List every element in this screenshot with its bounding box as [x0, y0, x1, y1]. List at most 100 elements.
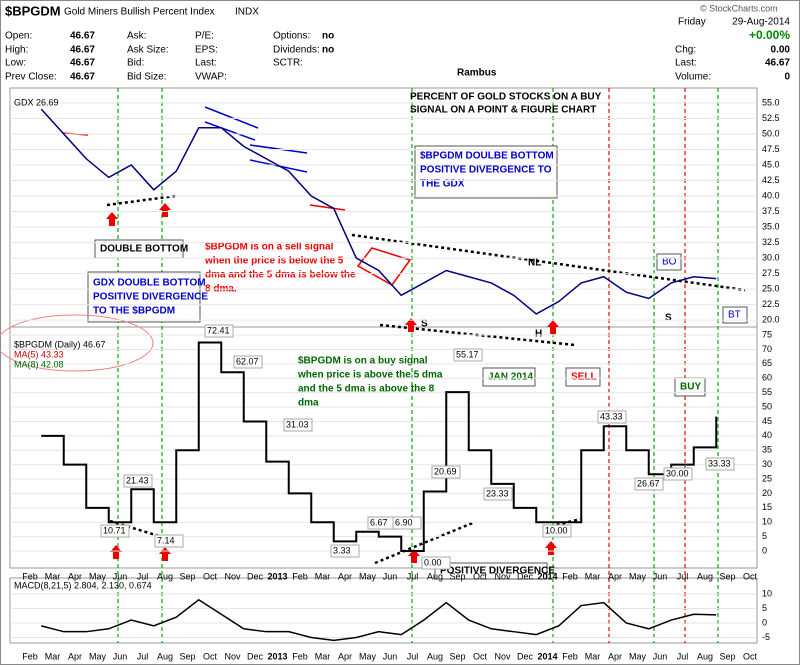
x-tick-label: Oct — [203, 571, 218, 581]
x-tick-label: Feb — [22, 571, 38, 581]
callout-box — [634, 477, 664, 491]
field-value: no — [322, 45, 334, 56]
callout-box — [705, 457, 735, 471]
callout: 31.03 — [286, 419, 309, 429]
x-tick-label: Sep — [719, 571, 735, 581]
x-tick-label: Jul — [407, 651, 419, 661]
field-label: Options: — [273, 31, 310, 42]
callout-box — [663, 467, 693, 481]
annotation: and the 5 dma is above the 8 — [298, 384, 435, 395]
y-tick-label: 32.5 — [762, 237, 780, 247]
y-tick-label: 50.0 — [762, 128, 780, 138]
annotation: S — [421, 319, 428, 330]
annotation: $BPGDM is on a buy signal — [298, 356, 428, 367]
callout-box — [453, 348, 483, 362]
x-tick-label: Dec — [517, 571, 534, 581]
field-label: Ask: — [127, 31, 146, 42]
x-tick-label: Jun — [113, 651, 128, 661]
callout: 62.07 — [236, 356, 259, 366]
callout-box — [483, 487, 513, 501]
annotation: BO — [662, 257, 677, 268]
x-tick-label: Sep — [449, 651, 465, 661]
y-tick-label: 25.0 — [762, 284, 780, 294]
x-tick-label: Apr — [68, 571, 82, 581]
x-tick-label: May — [359, 651, 377, 661]
x-tick-label: Oct — [203, 651, 218, 661]
field-value: 46.67 — [70, 31, 95, 42]
x-tick-label: Aug — [157, 571, 173, 581]
callout: 26.67 — [637, 478, 660, 488]
y-tick-label: 50 — [762, 401, 772, 411]
y-tick-label: 30.0 — [762, 252, 780, 262]
annotation: SIGNAL ON A POINT & FIGURE CHART — [410, 105, 596, 116]
copyright: © StockCharts.com — [700, 3, 778, 13]
field-label: Chg: — [675, 45, 696, 56]
series-line — [41, 341, 718, 553]
callout-box — [154, 534, 184, 548]
callout: 30.00 — [666, 468, 689, 478]
annotation: Rambus — [457, 68, 497, 79]
series-line — [41, 598, 717, 642]
y-tick-label: -5 — [762, 632, 770, 642]
x-tick-label: Jul — [137, 571, 149, 581]
field-value: 0 — [784, 72, 790, 83]
field-label: Bid: — [127, 58, 144, 69]
callout: 23.33 — [486, 488, 509, 498]
field-label: Open: — [5, 31, 32, 42]
field-value: 0.00 — [771, 45, 791, 56]
y-tick-label: 45.0 — [762, 159, 780, 169]
field-label: Last: — [195, 58, 217, 69]
annotation: $BPGDM DOULBE BOTTOM — [420, 151, 554, 162]
x-tick-label: Apr — [338, 571, 352, 581]
annotation-box — [87, 271, 201, 323]
x-tick-label: May — [629, 651, 647, 661]
annotation-box — [565, 367, 601, 387]
legend-highlight — [0, 314, 154, 372]
annotation: POSITIVE DIVERGENCE — [440, 566, 555, 577]
y-tick-label: 47.5 — [762, 144, 780, 154]
field-label: High: — [5, 45, 28, 56]
x-tick-label: Jun — [113, 571, 128, 581]
y-tick-label: 65 — [762, 358, 772, 368]
annotations: Rambus PERCENT OF GOLD STOCKS ON A BUY S… — [87, 68, 748, 580]
x-tick-label: Jul — [407, 571, 419, 581]
x-tick-label: May — [89, 571, 107, 581]
x-tick-label: Aug — [157, 651, 173, 661]
callout-box — [421, 556, 451, 570]
x-tick-label: Feb — [292, 651, 308, 661]
annotation: H — [535, 329, 542, 340]
y-tick-label: 45 — [762, 416, 772, 426]
field-label: Bid Size: — [127, 72, 166, 83]
field-value: 46.67 — [70, 58, 95, 69]
x-tick-label: Jun — [653, 571, 668, 581]
annotation: POSITIVE DIVERGENCE — [93, 292, 208, 303]
symbol: $BPGDM — [5, 3, 61, 18]
legend-entry: MACD(8,21,5) 2.804, 2.130, 0.674 — [14, 580, 152, 590]
arrow — [110, 545, 122, 559]
y-tick-label: 30 — [762, 459, 772, 469]
x-tick-label: Oct — [473, 651, 488, 661]
x-tick-label: Mar — [45, 571, 61, 581]
annotation: POSITIVE DIVERGENCE TO — [420, 165, 552, 176]
legend-entry: GDX 26.69 — [14, 97, 59, 107]
flag-line — [309, 204, 346, 211]
arrow — [547, 320, 559, 334]
y-tick-label: 5 — [762, 531, 767, 541]
annotation: S — [665, 313, 672, 324]
x-tick-label: Sep — [449, 571, 465, 581]
x-tick-label: May — [89, 651, 107, 661]
series-line — [40, 108, 717, 315]
callout-box — [392, 516, 422, 530]
annotation: DOUBLE BOTTOM — [100, 244, 188, 255]
callout: 72.41 — [207, 325, 230, 335]
x-tick-label: Nov — [224, 571, 241, 581]
x-tick-label: Apr — [608, 651, 622, 661]
x-tick-label: Apr — [338, 651, 352, 661]
annotation: BT — [728, 310, 741, 321]
callout-box — [204, 324, 234, 338]
x-tick-label: Nov — [494, 651, 511, 661]
x-tick-label: Jul — [677, 571, 689, 581]
y-tick-label: 0 — [762, 617, 767, 627]
x-tick-label: Aug — [427, 571, 443, 581]
